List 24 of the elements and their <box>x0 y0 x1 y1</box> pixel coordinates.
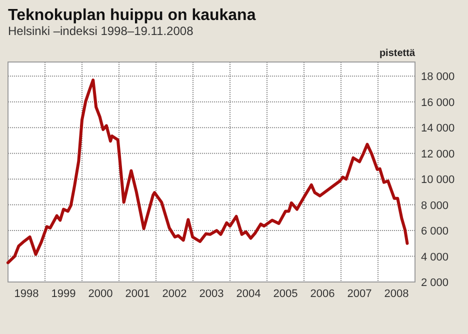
line-series <box>6 78 409 264</box>
x-tick-label: 1999 <box>51 288 76 300</box>
y-tick-label: 2 000 <box>421 277 449 289</box>
x-tick-label: 2006 <box>310 288 335 300</box>
y-tick-label: 4 000 <box>421 251 449 264</box>
x-tick-label: 1998 <box>14 288 39 300</box>
y-tick-label: 12 000 <box>421 148 455 160</box>
y-tick-label: 10 000 <box>421 174 455 186</box>
chart-title: Teknokuplan huippu on kaukana <box>8 7 256 24</box>
x-tick-label: 2003 <box>199 288 224 300</box>
y-tick-label: 8 000 <box>421 200 449 212</box>
x-tick-label: 2007 <box>347 288 372 300</box>
x-tick-label: 2000 <box>88 288 113 300</box>
chart-subtitle: Helsinki –indeksi 1998–19.11.2008 <box>8 24 194 38</box>
y-tick-label: 18 000 <box>421 71 455 84</box>
x-tick-label: 2008 <box>384 288 409 300</box>
x-tick-label: 2001 <box>125 288 150 300</box>
y-tick-label: 16 000 <box>421 96 455 109</box>
y-tick-label: 6 000 <box>421 226 449 238</box>
x-tick-label: 2005 <box>273 288 298 300</box>
x-tick-label: 2004 <box>236 288 261 300</box>
y-axis-title: pistettä <box>379 48 416 59</box>
y-tick-label: 14 000 <box>421 122 455 135</box>
x-tick-label: 2002 <box>162 288 187 300</box>
